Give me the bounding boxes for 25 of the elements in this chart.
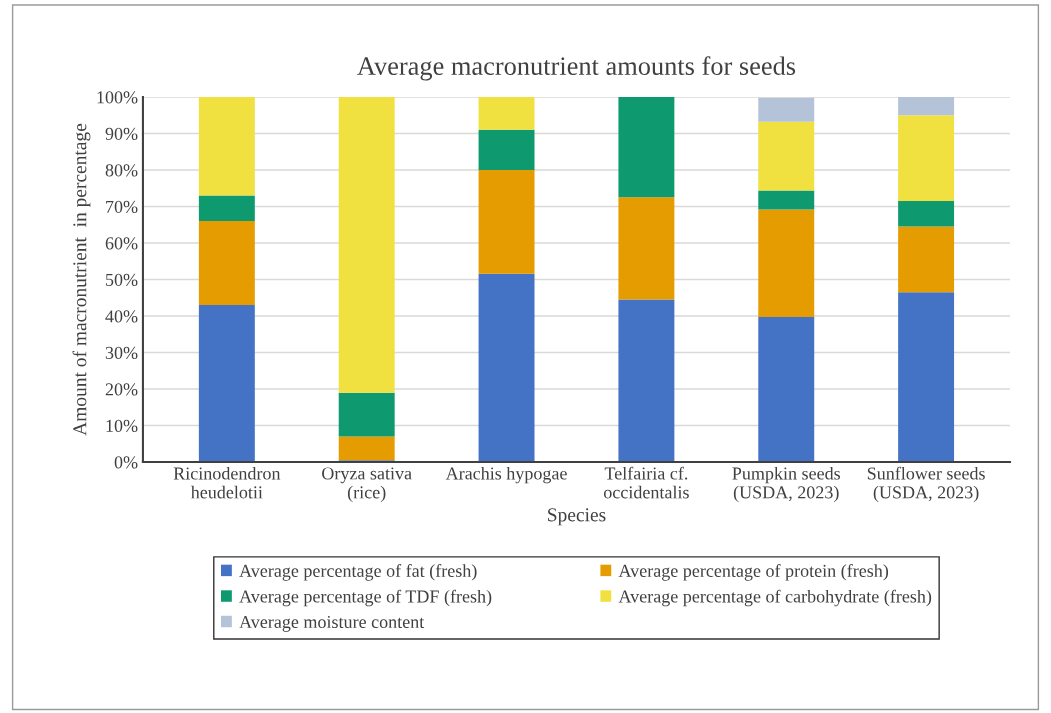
x-tick-label: Telfairia cf. occidentalis — [603, 466, 689, 499]
y-tick-label: 80% — [105, 164, 138, 177]
y-tick-label: 60% — [105, 237, 138, 250]
x-tick-label: Oryza sativa (rice) — [322, 467, 412, 503]
x-tick-label: Pumpkin seeds (USDA, 2023) — [732, 466, 841, 503]
x-tick-label: Arachis hypogae — [445, 466, 567, 484]
y-tick-label: 100% — [97, 91, 138, 104]
x-tick-label: Sunflower seeds (USDA, 2023) — [867, 466, 985, 503]
y-tick-label: 10% — [106, 419, 138, 433]
y-tick-label: 0% — [114, 456, 138, 469]
y-tick-label: 70% — [106, 200, 138, 213]
legend-label: Average percentage of TDF (fresh) — [239, 589, 492, 607]
y-axis-title: Amount of macronutrient in percentage — [72, 123, 91, 436]
legend-label: Average moisture content — [239, 615, 425, 632]
y-tick-label: 30% — [105, 346, 138, 360]
legend-label: Average percentage of carbohydrate (fresh) — [618, 589, 932, 607]
chart-title: Average macronutrient amounts for seeds — [357, 56, 796, 81]
y-tick-label: 20% — [105, 383, 138, 396]
y-tick-label: 90% — [105, 127, 138, 140]
x-axis-title: Species — [548, 508, 606, 526]
x-tick-label: Ricinodendron heudelotii — [173, 466, 281, 499]
y-tick-label: 50% — [106, 273, 138, 286]
y-tick-label: 40% — [105, 310, 138, 323]
legend-label: Average percentage of fat (fresh) — [239, 564, 477, 581]
legend-label: Average percentage of protein (fresh) — [618, 564, 889, 581]
